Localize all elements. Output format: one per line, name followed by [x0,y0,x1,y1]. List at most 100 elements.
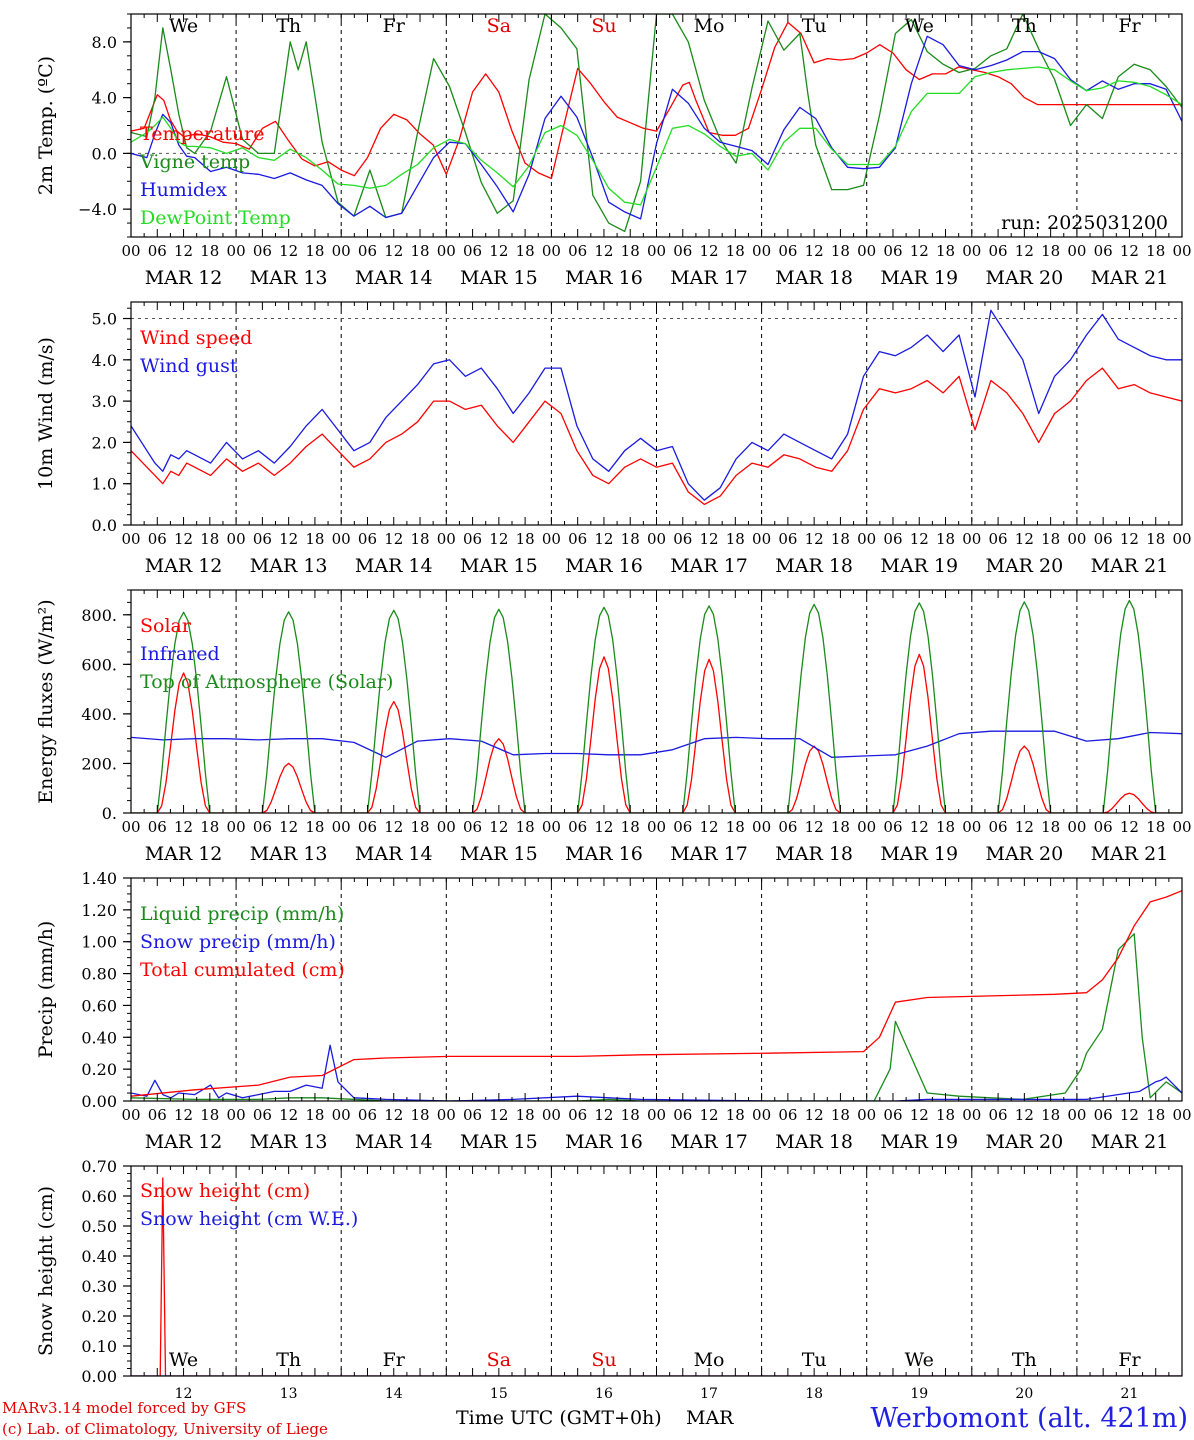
weekday-label: Sa [487,15,511,37]
y-axis-label: 10m Wind (m/s) [35,337,57,490]
hour-tick-label: 18 [200,1106,219,1124]
date-label: MAR 16 [565,1131,643,1153]
y-tick-label: 600. [81,655,117,674]
series-group [131,309,1182,506]
day-number-label: 20 [1015,1386,1033,1402]
hour-tick-label: 06 [568,1106,587,1124]
hour-tick-label: 18 [516,818,535,836]
hour-tick-label: 12 [700,818,719,836]
hour-tick-label: 00 [332,242,351,260]
series-group [131,1177,1182,1376]
hour-tick-label: 18 [1146,530,1165,548]
hour-tick-label: 06 [253,242,272,260]
hour-tick-label: 00 [437,1106,456,1124]
hour-tick-label: 00 [647,818,666,836]
series-solar [131,653,1182,813]
date-label: MAR 18 [775,1131,853,1153]
date-label: MAR 13 [250,555,328,577]
date-label: MAR 15 [460,1131,538,1153]
hour-tick-label: 12 [279,1106,298,1124]
y-tick-label: −4.0 [78,200,117,219]
hour-tick-label: 00 [227,530,246,548]
y-tick-label: 0.00 [81,1092,117,1111]
y-tick-label: 4.0 [92,351,117,370]
hour-tick-label: 06 [778,530,797,548]
hour-tick-label: 06 [673,242,692,260]
hour-tick-label: 12 [384,1106,403,1124]
hour-tick-label: 06 [253,818,272,836]
day-number-label: 13 [280,1386,298,1402]
panel-snow: 0.00 0.10 0.20 0.30 0.40 0.50 0.60 0.70 Snow hei… [35,1157,1183,1402]
date-label: MAR 17 [670,555,748,577]
hour-tick-label: 12 [174,242,193,260]
hour-tick-label: 06 [1094,1106,1113,1124]
hour-tick-label: 12 [594,242,613,260]
y-tick-label: 0.70 [81,1157,117,1176]
hour-tick-label: 18 [516,530,535,548]
hour-tick-label: 06 [989,242,1008,260]
hour-tick-label: 12 [279,818,298,836]
hour-tick-label: 18 [410,1106,429,1124]
hour-tick-label: 12 [910,818,929,836]
hour-tick-label: 12 [700,242,719,260]
panel-temp: −4.0 0.0 4.0 8.0 2m Temp. (ºC) 00 06 12 18 MAR 12… [35,13,1192,289]
y-tick-label: 8.0 [92,33,117,52]
hour-tick-label: 00 [437,530,456,548]
hour-tick-label: 18 [410,242,429,260]
date-label: MAR 13 [250,267,328,289]
y-tick-label: 0.60 [81,1187,117,1206]
hour-tick-label: 18 [305,242,324,260]
y-tick-label: 0. [102,804,117,823]
hour-tick-label: 00 [1172,242,1191,260]
hour-tick-label: 12 [910,242,929,260]
weekday-label: Tu [802,1349,827,1371]
hour-tick-label: 06 [673,818,692,836]
hour-tick-label: 00 [1067,818,1086,836]
hour-tick-label: 12 [174,818,193,836]
hour-tick-label: 06 [358,242,377,260]
date-label: MAR 14 [355,1131,433,1153]
hour-tick-label: 12 [805,1106,824,1124]
y-tick-label: 4.0 [92,89,117,108]
hour-tick-label: 06 [568,530,587,548]
hour-tick-label: 06 [1094,530,1113,548]
run-annotation: run: 2025031200 [1001,212,1168,234]
panel-flux: 0. 200. 400. 600. 800. Energy fluxes (W/m²) 00… [35,589,1192,865]
date-label: MAR 17 [670,267,748,289]
hour-tick-label: 00 [962,818,981,836]
hour-tick-label: 06 [463,242,482,260]
y-tick-label: 800. [81,606,117,625]
hour-tick-label: 00 [1172,530,1191,548]
hour-tick-label: 06 [568,242,587,260]
y-tick-label: 0.40 [81,1247,117,1266]
hour-tick-label: 12 [1120,818,1139,836]
hour-tick-label: 06 [358,1106,377,1124]
hour-tick-label: 00 [121,530,140,548]
hour-tick-label: 18 [305,818,324,836]
legend-entry: DewPoint Temp [140,207,291,229]
x-axis-label: Time UTC (GMT+0h) [456,1407,662,1429]
hour-tick-label: 18 [1146,818,1165,836]
series-infrared [131,730,1182,758]
legend-entry: Liquid precip (mm/h) [140,903,344,925]
hour-tick-label: 18 [936,530,955,548]
y-axis-label: Precip (mm/h) [35,921,57,1059]
hour-tick-label: 12 [489,242,508,260]
date-label: MAR 18 [775,555,853,577]
date-label: MAR 21 [1091,843,1169,865]
y-tick-label: 2.0 [92,433,117,452]
hour-tick-label: 00 [121,818,140,836]
hour-tick-label: 12 [1120,1106,1139,1124]
weekday-label: Sa [487,1349,511,1371]
hour-tick-label: 00 [227,1106,246,1124]
date-label: MAR 21 [1091,267,1169,289]
hour-tick-label: 00 [752,818,771,836]
hour-tick-label: 00 [121,242,140,260]
hour-tick-label: 12 [489,530,508,548]
hour-tick-label: 06 [1094,242,1113,260]
hour-tick-label: 00 [121,1106,140,1124]
y-axis-label: Energy fluxes (W/m²) [35,599,57,803]
legend-entry: Humidex [140,179,227,201]
legend-entry: Snow height (cm) [140,1180,310,1202]
